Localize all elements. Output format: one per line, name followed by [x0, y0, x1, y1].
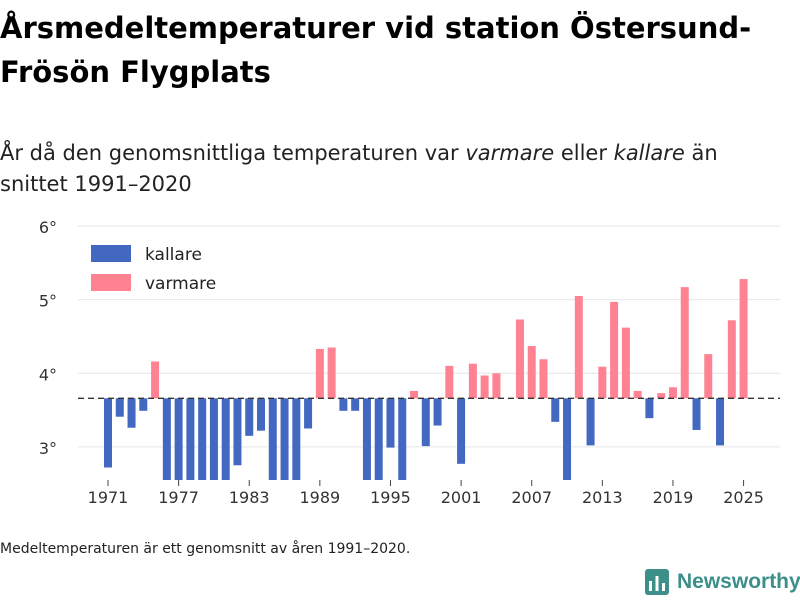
subtitle-text-1: År då den genomsnittliga temperaturen va…	[0, 141, 466, 165]
bar-warmer	[515, 319, 524, 399]
brand-logo: Newsworthy	[645, 569, 800, 595]
x-tick-label: 2001	[441, 488, 482, 507]
bar-colder	[351, 398, 360, 411]
legend-swatch-warmer	[91, 274, 131, 291]
bar-colder	[127, 398, 136, 428]
bar-colder	[104, 398, 112, 468]
bar-warmer	[327, 347, 336, 399]
bar-colder	[433, 398, 442, 426]
y-tick-label: 3°	[39, 439, 57, 458]
bar-colder	[586, 398, 595, 446]
bar-warmer	[657, 393, 666, 399]
bar-colder	[280, 398, 289, 480]
bar-colder	[386, 398, 395, 448]
bar-colder	[198, 398, 207, 480]
x-tick-label: 2019	[653, 488, 694, 507]
x-tick-label: 1995	[370, 488, 411, 507]
temperature-bar-chart: 3° 4° 5° 6° 1971 1977 1983 1989 1995 2001 2007 2013…	[39, 218, 780, 507]
x-tick-label: 2007	[511, 488, 552, 507]
bar-warmer	[151, 361, 160, 399]
bar-warmer	[633, 390, 642, 399]
bar-warmer	[539, 359, 548, 399]
subtitle-text-3: än snittet 1991–2020	[0, 141, 718, 196]
y-tick-label: 6°	[39, 218, 57, 237]
bar-warmer	[574, 295, 583, 399]
bar-colder	[233, 398, 242, 466]
x-tick-label: 2025	[723, 488, 764, 507]
x-tick-label: 1989	[300, 488, 341, 507]
bar-colder	[362, 398, 371, 480]
chart-title: Årsmedeltemperaturer vid station Östersu…	[0, 11, 752, 89]
bar-warmer	[704, 354, 713, 399]
bar-colder	[457, 398, 466, 464]
bar-warmer	[410, 390, 419, 399]
x-tick-label: 1971	[88, 488, 129, 507]
bar-colder	[398, 398, 407, 480]
bar-colder	[245, 398, 254, 436]
bar-colder	[645, 398, 654, 419]
bar-warmer	[315, 348, 324, 399]
bar-colder	[209, 398, 218, 480]
legend-label-colder: kallare	[145, 245, 202, 265]
bar-colder	[716, 398, 725, 446]
bar-warmer	[739, 279, 748, 399]
x-tick-label: 1977	[158, 488, 199, 507]
bar-warmer	[527, 346, 536, 399]
y-tick-label: 4°	[39, 365, 57, 384]
x-tick-label: 2013	[582, 488, 623, 507]
bar-colder	[339, 398, 348, 411]
bar-colder	[563, 398, 572, 480]
bar-warmer	[680, 287, 689, 399]
bar-colder	[186, 398, 195, 480]
bar-colder	[268, 398, 277, 480]
bar-warmer	[468, 363, 477, 399]
bar-warmer	[727, 320, 736, 399]
subtitle-warmer-word: varmare	[465, 141, 555, 165]
subtitle-colder-word: kallare	[613, 141, 685, 165]
bar-warmer	[598, 366, 607, 399]
bar-warmer	[445, 365, 454, 399]
bar-warmer	[480, 375, 489, 399]
bar-colder	[221, 398, 230, 480]
bar-colder	[139, 398, 148, 411]
legend-label-warmer: varmare	[145, 274, 216, 294]
bar-colder	[692, 398, 701, 430]
bar-warmer	[668, 387, 677, 399]
bar-warmer	[610, 301, 619, 399]
bar-colder	[257, 398, 266, 431]
legend-swatch-colder	[91, 245, 131, 262]
bar-colder	[174, 398, 183, 480]
bar-colder	[304, 398, 313, 429]
bar-warmer	[621, 327, 630, 399]
bar-colder	[421, 398, 430, 447]
brand-name: Newsworthy	[677, 570, 800, 593]
newsworthy-logo-icon	[645, 569, 669, 595]
bar-colder	[115, 398, 124, 417]
subtitle-text-2: eller	[554, 141, 614, 165]
x-tick-label: 1983	[229, 488, 270, 507]
bar-warmer	[492, 373, 501, 399]
chart-subtitle: År då den genomsnittliga temperaturen va…	[0, 138, 790, 200]
bar-colder	[551, 398, 560, 422]
bar-colder	[162, 398, 171, 480]
bar-colder	[374, 398, 383, 480]
footnote: Medeltemperaturen är ett genomsnitt av å…	[0, 541, 411, 557]
y-tick-label: 5°	[39, 292, 57, 311]
bar-colder	[292, 398, 301, 480]
